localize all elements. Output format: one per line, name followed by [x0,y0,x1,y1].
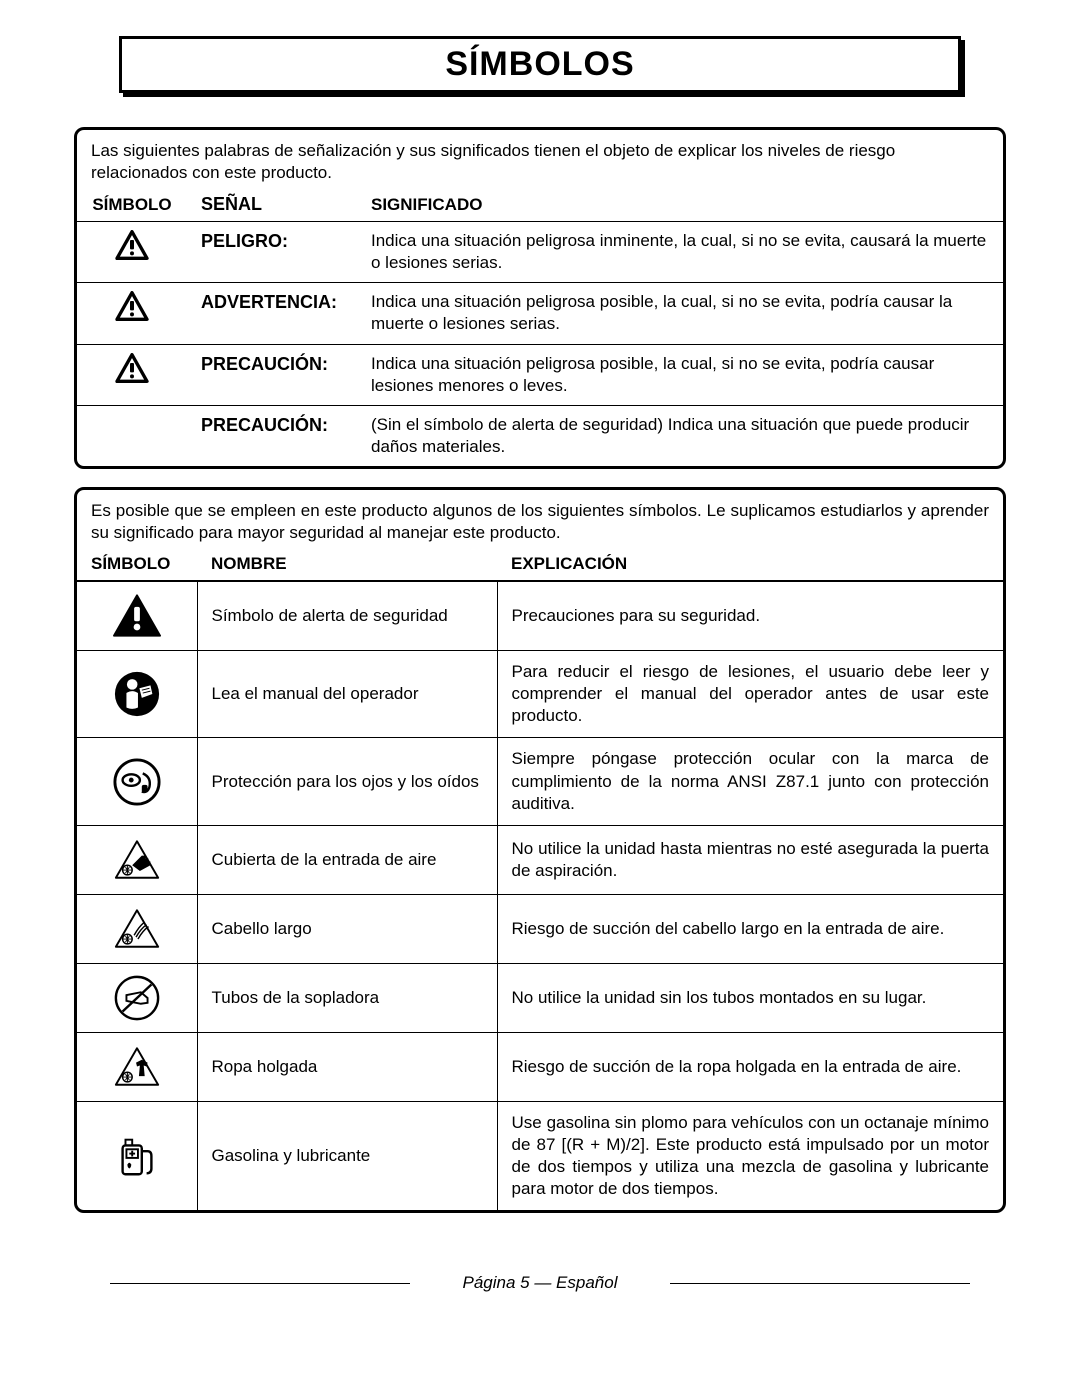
page-content: Las siguientes palabras de señalización … [50,127,1030,1213]
inlet-hand-icon [91,836,183,884]
table-row: Gasolina y lubricante Use gasolina sin p… [77,1101,1003,1210]
meaning-text: Indica una situación peligrosa inminente… [357,222,1003,283]
fuel-icon [91,1132,183,1180]
table-row: ADVERTENCIA: Indica una situación peligr… [77,283,1003,344]
col-symbol: SÍMBOLO [77,190,187,222]
signal-label: PRECAUCIÓN: [187,344,357,405]
table-row: Tubos de la sopladora No utilice la unid… [77,963,1003,1032]
alert-solid-icon [91,592,183,640]
symbols-box: Es posible que se empleen en este produc… [74,487,1006,1213]
signal-words-table: SÍMBOLO SEÑAL SIGNIFICADO PELIGRO: Indic… [77,190,1003,466]
col-symbol: SÍMBOLO [77,550,197,581]
meaning-text: (Sin el símbolo de alerta de seguridad) … [357,405,1003,466]
symbol-name: Gasolina y lubricante [197,1101,497,1210]
symbol-explanation: Siempre póngase protección ocular con la… [497,738,1003,825]
signal-words-intro: Las siguientes palabras de señalización … [77,130,1003,190]
symbol-explanation: No utilice la unidad sin los tubos monta… [497,963,1003,1032]
symbols-table: SÍMBOLO NOMBRE EXPLICACIÓN Símbolo de al… [77,550,1003,1210]
col-name: NOMBRE [197,550,497,581]
table-row: Ropa holgada Riesgo de succión de la rop… [77,1032,1003,1101]
signal-label: ADVERTENCIA: [187,283,357,344]
meaning-text: Indica una situación peligrosa posible, … [357,283,1003,344]
symbol-name: Protección para los ojos y los oídos [197,738,497,825]
long-hair-icon [91,905,183,953]
alert-icon [91,230,173,260]
symbol-explanation: Para reducir el riesgo de lesiones, el u… [497,651,1003,738]
page-footer: Página 5 — Español [50,1273,1030,1293]
table-row: PRECAUCIÓN: (Sin el símbolo de alerta de… [77,405,1003,466]
col-explanation: EXPLICACIÓN [497,550,1003,581]
signal-label: PELIGRO: [187,222,357,283]
symbol-explanation: Use gasolina sin plomo para vehículos co… [497,1101,1003,1210]
alert-icon [91,353,173,383]
symbol-explanation: No utilice la unidad hasta mientras no e… [497,825,1003,894]
table-row: Símbolo de alerta de seguridad Precaucio… [77,581,1003,651]
col-signal: SEÑAL [187,190,357,222]
table-row: Lea el manual del operador Para reducir … [77,651,1003,738]
signal-label: PRECAUCIÓN: [187,405,357,466]
symbol-name: Cabello largo [197,894,497,963]
loose-clothes-icon [91,1043,183,1091]
table-row: PRECAUCIÓN: Indica una situación peligro… [77,344,1003,405]
symbol-name: Símbolo de alerta de seguridad [197,581,497,651]
meaning-text: Indica una situación peligrosa posible, … [357,344,1003,405]
symbol-name: Ropa holgada [197,1032,497,1101]
table-row: Protección para los ojos y los oídos Sie… [77,738,1003,825]
alert-icon [91,291,173,321]
symbol-explanation: Riesgo de succión del cabello largo en l… [497,894,1003,963]
signal-words-box: Las siguientes palabras de señalización … [74,127,1006,469]
symbol-name: Cubierta de la entrada de aire [197,825,497,894]
symbol-explanation: Riesgo de succión de la ropa holgada en … [497,1032,1003,1101]
col-meaning: SIGNIFICADO [357,190,1003,222]
symbol-name: Tubos de la sopladora [197,963,497,1032]
symbol-explanation: Precauciones para su seguridad. [497,581,1003,651]
table-row: Cubierta de la entrada de aire No utilic… [77,825,1003,894]
eye-ear-icon [91,758,183,806]
table-row: PELIGRO: Indica una situación peligrosa … [77,222,1003,283]
read-manual-icon [91,670,183,718]
tubes-icon [91,974,183,1022]
table-row: Cabello largo Riesgo de succión del cabe… [77,894,1003,963]
symbol-name: Lea el manual del operador [197,651,497,738]
symbols-intro: Es posible que se empleen en este produc… [77,490,1003,550]
page-title: SÍMBOLOS [119,36,962,93]
